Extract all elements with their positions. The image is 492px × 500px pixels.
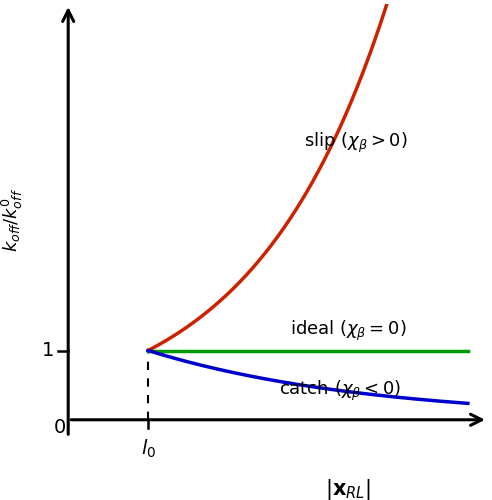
Text: 0: 0 (54, 418, 66, 437)
Text: ideal ($\chi_\beta = 0$): ideal ($\chi_\beta = 0$) (290, 319, 406, 343)
Text: $l_0$: $l_0$ (141, 438, 156, 460)
Text: slip ($\chi_\beta > 0$): slip ($\chi_\beta > 0$) (304, 130, 408, 155)
Text: 1: 1 (42, 341, 54, 360)
Text: $k_{off}/k_{off}^0$: $k_{off}/k_{off}^0$ (0, 188, 25, 252)
Text: $|\mathbf{x}_{RL}|$: $|\mathbf{x}_{RL}|$ (325, 476, 371, 500)
Text: catch ($\chi_\beta < 0$): catch ($\chi_\beta < 0$) (279, 378, 401, 403)
